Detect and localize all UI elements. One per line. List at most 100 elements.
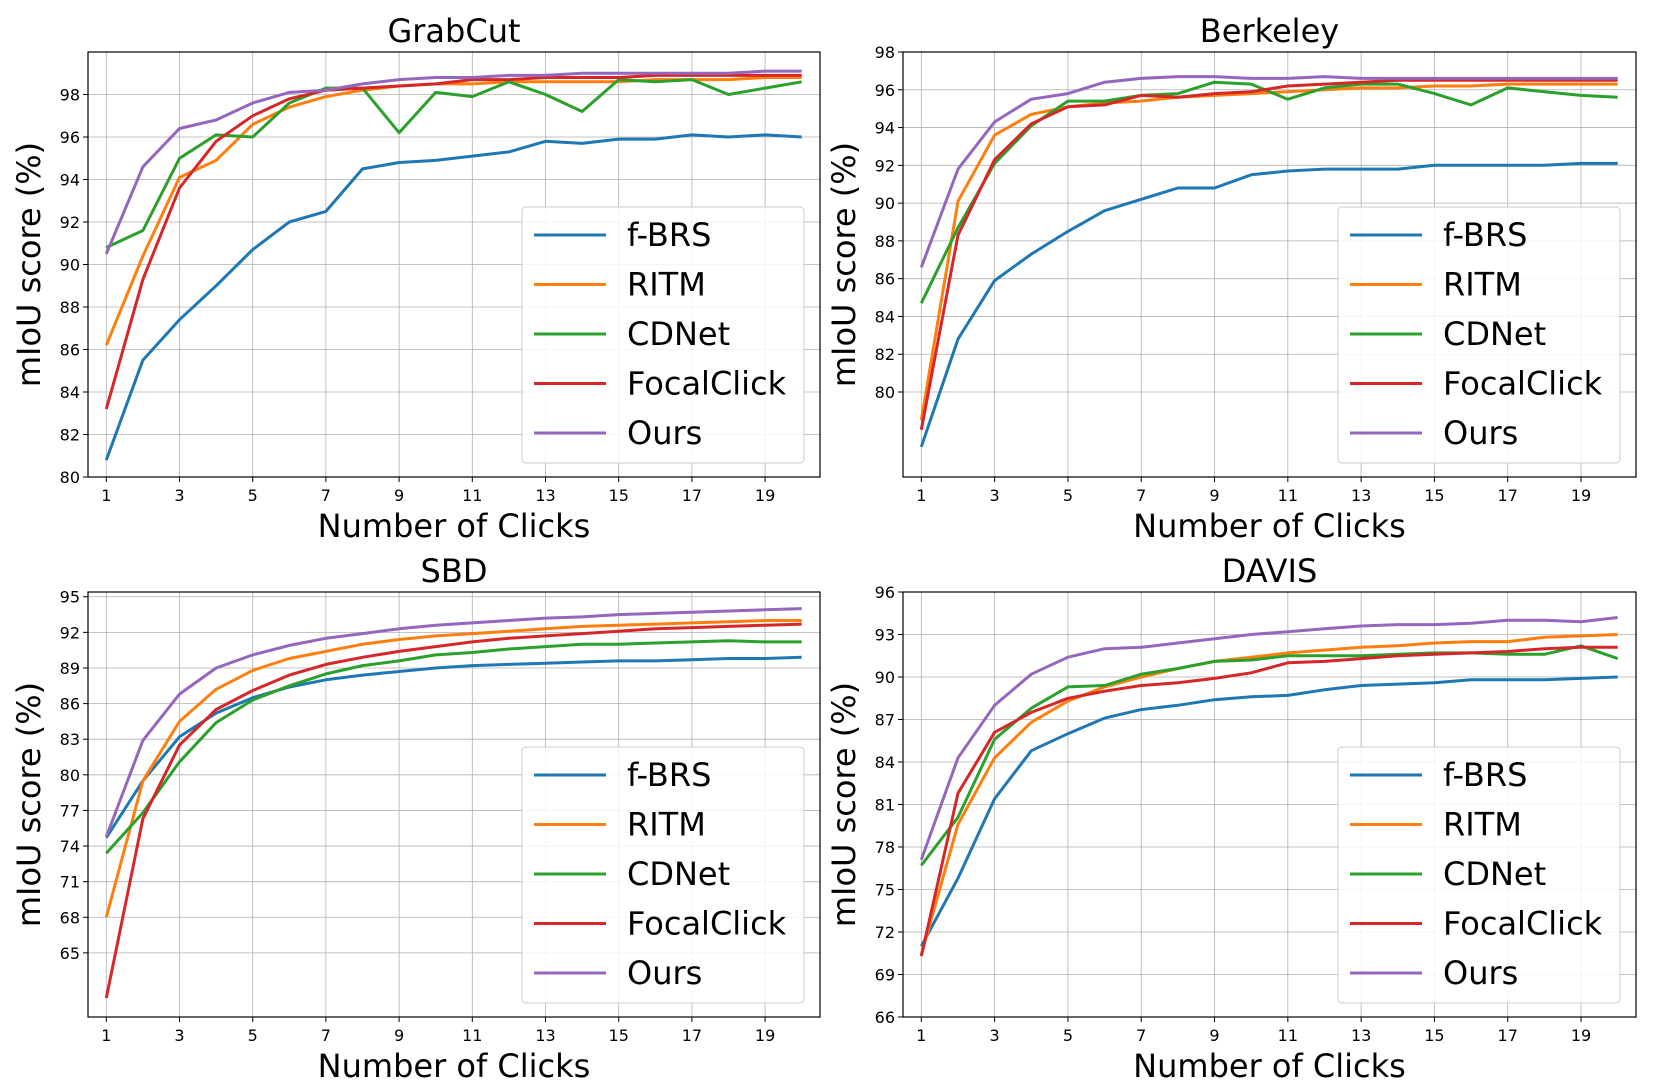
y-tick-label: 90 <box>875 194 895 213</box>
legend-label: f-BRS <box>627 216 711 254</box>
legend-label: RITM <box>627 806 706 844</box>
legend-label: CDNet <box>627 315 730 353</box>
legend-label: f-BRS <box>1443 216 1527 254</box>
x-tick-label: 5 <box>248 1026 258 1045</box>
y-tick-label: 65 <box>60 944 80 963</box>
x-axis-label: Number of Clicks <box>1133 507 1406 545</box>
y-tick-label: 84 <box>60 383 80 402</box>
legend-label: Ours <box>627 954 702 992</box>
x-tick-label: 11 <box>462 1026 482 1045</box>
legend: f-BRS RITM CDNet FocalClick Ours <box>1337 746 1621 1004</box>
legend: f-BRS RITM CDNet FocalClick Ours <box>1337 206 1621 464</box>
x-axis-label: Number of Clicks <box>318 507 591 545</box>
y-tick-label: 96 <box>60 128 80 147</box>
y-tick-label: 84 <box>875 307 895 326</box>
chart-panel-davis: 1 3 5 7 9 11 13 15 17 196669727578818487909396DAV… <box>825 552 1637 1085</box>
x-tick-label: 7 <box>321 486 331 505</box>
x-tick-label: 1 <box>101 1026 111 1045</box>
x-tick-label: 3 <box>174 486 184 505</box>
x-tick-label: 7 <box>321 1026 331 1045</box>
legend: f-BRS RITM CDNet FocalClick Ours <box>521 206 805 464</box>
x-tick-label: 7 <box>1136 1026 1146 1045</box>
series-line-focalclick <box>104 622 802 999</box>
y-tick-label: 92 <box>60 213 80 232</box>
plot-frame <box>902 591 1637 1018</box>
y-tick-label: 69 <box>875 966 895 985</box>
legend-label: RITM <box>1443 806 1522 844</box>
x-tick-label: 9 <box>394 1026 404 1045</box>
chart-panel-berkeley: 1 3 5 7 9 11 13 15 17 1980828486889092949698Berke… <box>825 12 1637 545</box>
y-tick-label: 93 <box>875 626 895 645</box>
y-axis-label: mIoU score (%) <box>825 142 863 387</box>
x-tick-label: 13 <box>535 486 555 505</box>
y-tick-label: 92 <box>60 623 80 642</box>
y-tick-label: 77 <box>60 801 80 820</box>
y-tick-label: 96 <box>875 81 895 100</box>
y-tick-label: 87 <box>875 711 895 730</box>
x-tick-label: 11 <box>1278 1026 1298 1045</box>
legend-label: CDNet <box>1443 855 1546 893</box>
legend-label: FocalClick <box>627 905 787 943</box>
series-line-focalclick <box>919 78 1618 431</box>
y-tick-label: 86 <box>60 695 80 714</box>
y-tick-label: 72 <box>875 923 895 942</box>
x-tick-label: 9 <box>1209 486 1219 505</box>
series-line-cdnet <box>105 639 802 855</box>
series-line-ours <box>104 607 802 838</box>
legend-label: Ours <box>1443 414 1518 452</box>
y-axis-label: mIoU score (%) <box>825 682 863 927</box>
legend-box <box>521 746 805 1004</box>
x-tick-label: 3 <box>990 486 1000 505</box>
x-tick-label: 17 <box>1498 1026 1518 1045</box>
legend-label: Ours <box>1443 954 1518 992</box>
y-tick-label: 98 <box>60 86 80 105</box>
x-tick-label: 19 <box>755 486 775 505</box>
series-line-ours <box>104 69 802 255</box>
y-tick-label: 96 <box>875 583 895 602</box>
series-line-focalclick <box>919 645 1618 957</box>
x-tick-label: 13 <box>535 1026 555 1045</box>
y-tick-label: 68 <box>60 908 80 927</box>
x-tick-label: 17 <box>1498 486 1518 505</box>
y-axis-label: mIoU score (%) <box>10 682 48 927</box>
legend-label: f-BRS <box>627 756 711 794</box>
legend-label: CDNet <box>627 855 730 893</box>
y-tick-label: 80 <box>60 766 80 785</box>
legend-label: FocalClick <box>627 365 787 403</box>
plot-frame <box>902 51 1637 478</box>
y-tick-label: 95 <box>60 588 80 607</box>
x-tick-label: 1 <box>916 1026 926 1045</box>
series-line-ours <box>919 616 1618 861</box>
legend-label: f-BRS <box>1443 756 1527 794</box>
x-tick-label: 19 <box>1571 1026 1591 1045</box>
y-tick-label: 82 <box>875 345 895 364</box>
y-tick-label: 89 <box>60 659 80 678</box>
y-tick-label: 81 <box>875 796 895 815</box>
series-line-f-brs <box>104 133 802 461</box>
x-tick-label: 7 <box>1136 486 1146 505</box>
legend-label: FocalClick <box>1443 365 1603 403</box>
y-tick-label: 86 <box>60 341 80 360</box>
x-tick-label: 5 <box>248 486 258 505</box>
x-tick-label: 5 <box>1063 486 1073 505</box>
x-axis-label: Number of Clicks <box>318 1047 591 1085</box>
chart-title: SBD <box>421 552 488 590</box>
x-tick-label: 13 <box>1351 1026 1371 1045</box>
x-tick-label: 9 <box>394 486 404 505</box>
legend-label: RITM <box>1443 266 1522 304</box>
y-tick-label: 84 <box>875 753 895 772</box>
chart-panel-grabcut: 1 3 5 7 9 11 13 15 17 1980828486889092949698GrabC… <box>10 12 821 545</box>
x-tick-label: 17 <box>682 486 702 505</box>
y-tick-label: 98 <box>875 43 895 62</box>
y-tick-label: 78 <box>875 838 895 857</box>
y-tick-label: 80 <box>875 383 895 402</box>
legend-box <box>1337 746 1621 1004</box>
chart-panel-sbd: 1 3 5 7 9 11 13 15 17 196568717477808386899295SBD… <box>10 552 821 1085</box>
y-tick-label: 82 <box>60 426 80 445</box>
chart-title: DAVIS <box>1222 552 1318 590</box>
chart-title: GrabCut <box>387 12 520 50</box>
legend-label: CDNet <box>1443 315 1546 353</box>
plot-frame <box>87 591 821 1018</box>
y-tick-label: 94 <box>875 119 895 138</box>
y-tick-label: 74 <box>60 837 80 856</box>
